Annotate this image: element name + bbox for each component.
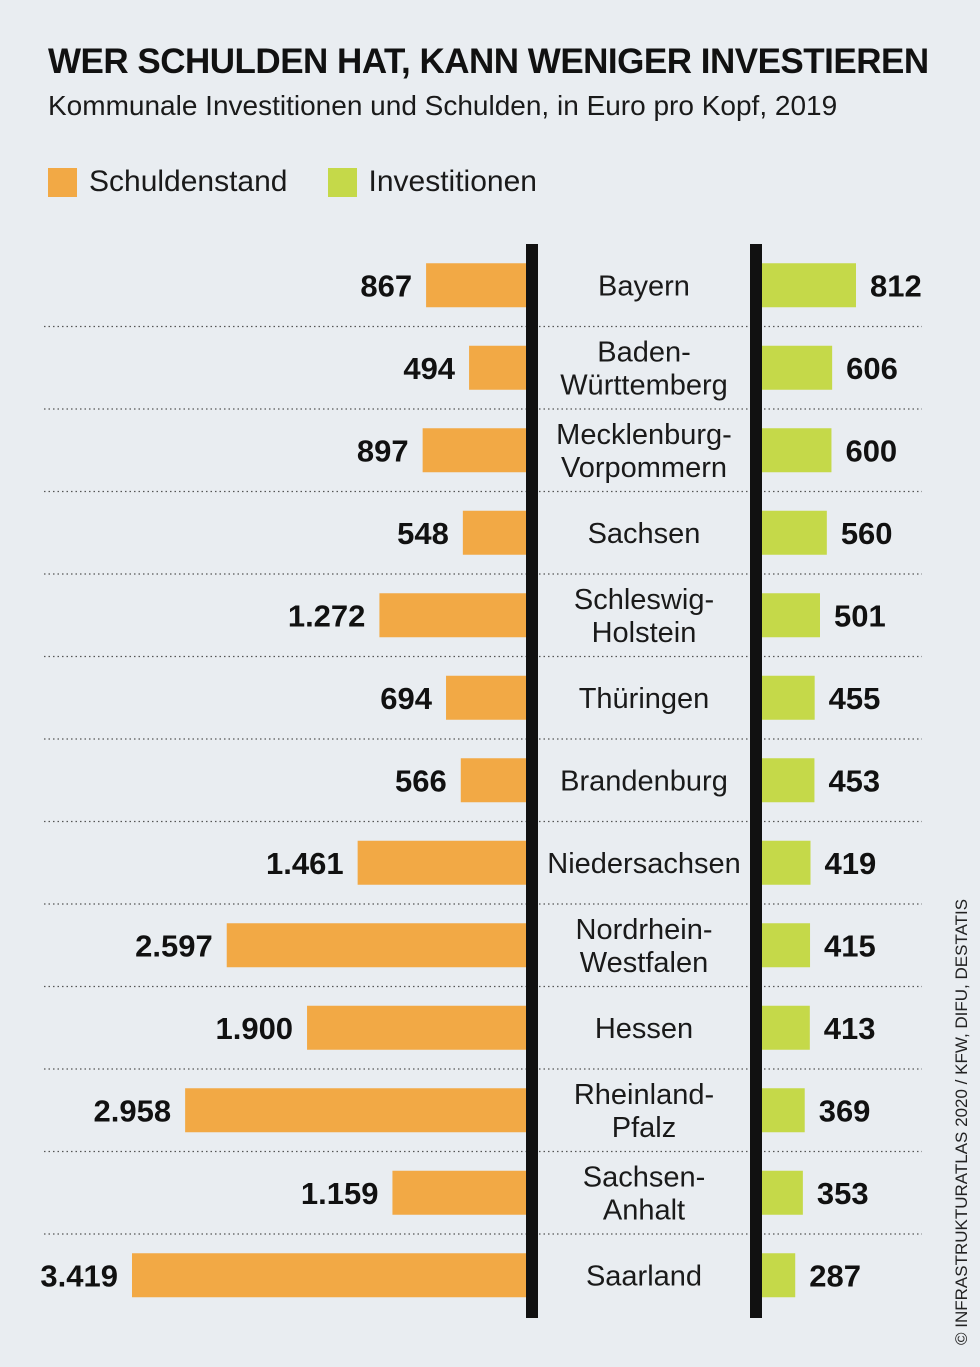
category-label: Sachsen-Anhalt	[583, 1161, 706, 1226]
category-label: Niedersachsen	[547, 848, 740, 880]
legend-swatch-investment	[327, 167, 357, 197]
debt-bar	[422, 428, 526, 473]
debt-value-label: 1.461	[266, 846, 344, 881]
debt-bar	[462, 510, 526, 555]
legend-item-debt: Schuldenstand	[48, 165, 288, 199]
legend: Schuldenstand Investitionen	[48, 165, 577, 199]
debt-value-label: 548	[397, 516, 449, 551]
debt-bar	[185, 1088, 527, 1133]
investment-bar	[762, 345, 833, 390]
investment-bar	[762, 675, 815, 720]
category-label: Bayern	[598, 270, 690, 302]
debt-bar	[446, 675, 526, 720]
category-label: Sachsen	[588, 518, 701, 550]
investment-value-label: 415	[824, 928, 876, 963]
debt-bar	[392, 1170, 526, 1215]
debt-value-label: 2.597	[135, 928, 213, 963]
right-axis-line	[750, 244, 762, 1318]
debt-value-label: 1.900	[215, 1011, 293, 1046]
debt-bar	[132, 1253, 526, 1298]
debt-value-label: 3.419	[40, 1258, 118, 1293]
category-label: Thüringen	[579, 683, 710, 715]
investment-bar	[762, 593, 820, 638]
investment-bar	[762, 428, 832, 473]
investment-bar	[762, 1170, 803, 1215]
investment-bar	[762, 1253, 796, 1298]
investment-bar	[762, 923, 811, 968]
investment-bar	[762, 840, 811, 885]
investment-bar	[762, 1005, 810, 1050]
legend-swatch-debt	[48, 167, 77, 197]
investment-value-label: 413	[824, 1011, 876, 1046]
debt-value-label: 566	[395, 763, 447, 798]
investment-value-label: 560	[841, 516, 893, 551]
chart-subtitle: Kommunale Investitionen und Schulden, in…	[48, 90, 838, 121]
investment-bar	[762, 510, 827, 555]
debt-bar	[426, 263, 526, 308]
category-label: Baden-Württemberg	[560, 336, 728, 401]
debt-bar	[379, 593, 526, 638]
investment-value-label: 453	[828, 763, 880, 798]
legend-label-debt: Schuldenstand	[89, 165, 288, 198]
debt-bar	[469, 345, 526, 390]
category-label: Brandenburg	[560, 765, 728, 797]
debt-value-label: 867	[360, 268, 412, 303]
debt-value-label: 494	[403, 351, 455, 386]
left-axis-line	[526, 244, 538, 1318]
investment-value-label: 287	[809, 1258, 861, 1293]
investment-value-label: 600	[845, 433, 897, 468]
debt-bar	[460, 758, 526, 803]
category-label: Hessen	[595, 1013, 693, 1045]
debt-bar	[226, 923, 526, 968]
legend-label-investment: Investitionen	[368, 165, 537, 198]
investment-value-label: 812	[870, 268, 922, 303]
investment-bar	[762, 263, 856, 308]
debt-value-label: 694	[380, 681, 432, 716]
source-credit: © INFRASTRUKTURATLAS 2020 / KFW, DIFU, D…	[952, 898, 971, 1345]
category-label: Mecklenburg-Vorpommern	[556, 419, 732, 484]
debt-value-label: 1.159	[301, 1176, 379, 1211]
legend-item-investment: Investitionen	[327, 165, 537, 199]
chart-title: WER SCHULDEN HAT, KANN WENIGER INVESTIER…	[48, 42, 929, 81]
category-label: Saarland	[586, 1260, 702, 1292]
investment-bar	[762, 758, 815, 803]
investment-value-label: 606	[846, 351, 898, 386]
investment-value-label: 369	[819, 1093, 871, 1128]
investment-bar	[762, 1088, 805, 1133]
investment-value-label: 501	[834, 598, 886, 633]
category-label: Rheinland-Pfalz	[574, 1079, 714, 1144]
investment-value-label: 353	[817, 1176, 869, 1211]
investment-value-label: 455	[829, 681, 881, 716]
debt-value-label: 897	[357, 433, 409, 468]
category-label: Schleswig-Holstein	[574, 584, 714, 649]
debt-bar	[357, 840, 526, 885]
debt-bar	[307, 1005, 526, 1050]
category-label: Nordrhein-Westfalen	[576, 914, 713, 979]
debt-value-label: 2.958	[94, 1093, 172, 1128]
debt-value-label: 1.272	[288, 598, 366, 633]
investment-value-label: 419	[825, 846, 877, 881]
